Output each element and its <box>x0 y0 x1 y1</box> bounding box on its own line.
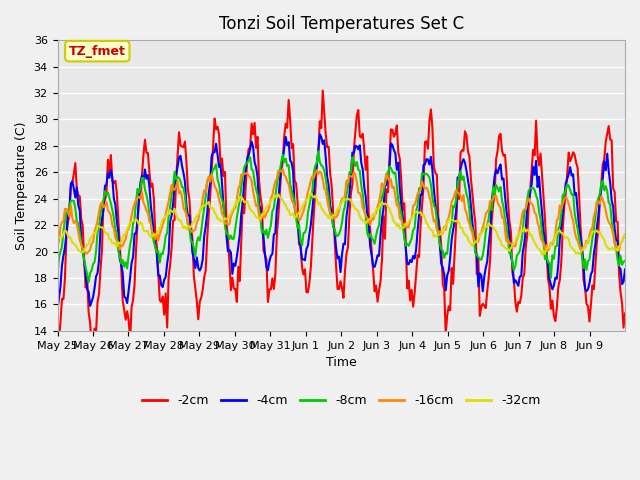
-8cm <box>545 260 553 265</box>
Line: -16cm: -16cm <box>58 169 625 253</box>
-32cm <box>545 245 553 251</box>
-8cm <box>73 218 81 224</box>
-8cm <box>349 154 356 160</box>
Title: Tonzi Soil Temperatures Set C: Tonzi Soil Temperatures Set C <box>219 15 464 33</box>
-16cm <box>82 251 90 256</box>
-4cm <box>618 281 626 287</box>
-8cm <box>54 272 61 277</box>
-8cm <box>92 249 100 254</box>
Line: -4cm: -4cm <box>58 134 625 309</box>
-4cm <box>621 266 629 272</box>
Line: -2cm: -2cm <box>58 91 625 346</box>
-16cm <box>620 235 627 240</box>
-32cm <box>460 229 467 235</box>
-4cm <box>54 306 61 312</box>
-32cm <box>307 191 315 196</box>
X-axis label: Time: Time <box>326 356 356 369</box>
-4cm <box>460 156 467 162</box>
-8cm <box>620 259 627 265</box>
-4cm <box>347 171 355 177</box>
-2cm <box>621 311 629 316</box>
-2cm <box>92 330 100 336</box>
-4cm <box>73 185 81 191</box>
-8cm <box>85 279 93 285</box>
-32cm <box>54 237 61 242</box>
-2cm <box>73 186 81 192</box>
-32cm <box>73 244 81 250</box>
-2cm <box>461 128 469 134</box>
-8cm <box>314 148 322 154</box>
-16cm <box>54 242 61 248</box>
-4cm <box>316 132 324 137</box>
-16cm <box>349 175 356 180</box>
-2cm <box>620 325 627 331</box>
Line: -32cm: -32cm <box>58 193 625 255</box>
-16cm <box>279 166 287 172</box>
-2cm <box>349 182 356 188</box>
-32cm <box>621 232 629 238</box>
-2cm <box>54 333 61 338</box>
Line: -8cm: -8cm <box>58 151 625 282</box>
Text: TZ_fmet: TZ_fmet <box>69 45 125 58</box>
-8cm <box>621 258 629 264</box>
-4cm <box>91 285 99 291</box>
-16cm <box>545 245 553 251</box>
Legend: -2cm, -4cm, -8cm, -16cm, -32cm: -2cm, -4cm, -8cm, -16cm, -32cm <box>137 389 545 412</box>
-32cm <box>347 197 355 203</box>
-16cm <box>461 206 469 212</box>
-32cm <box>91 229 99 235</box>
-16cm <box>92 224 100 230</box>
Y-axis label: Soil Temperature (C): Soil Temperature (C) <box>15 121 28 250</box>
-32cm <box>620 235 627 240</box>
-8cm <box>461 183 469 189</box>
-32cm <box>538 252 546 258</box>
-2cm <box>88 343 95 349</box>
-4cm <box>544 261 552 267</box>
-2cm <box>319 88 326 94</box>
-2cm <box>545 284 553 289</box>
-16cm <box>621 232 629 238</box>
-16cm <box>73 220 81 226</box>
